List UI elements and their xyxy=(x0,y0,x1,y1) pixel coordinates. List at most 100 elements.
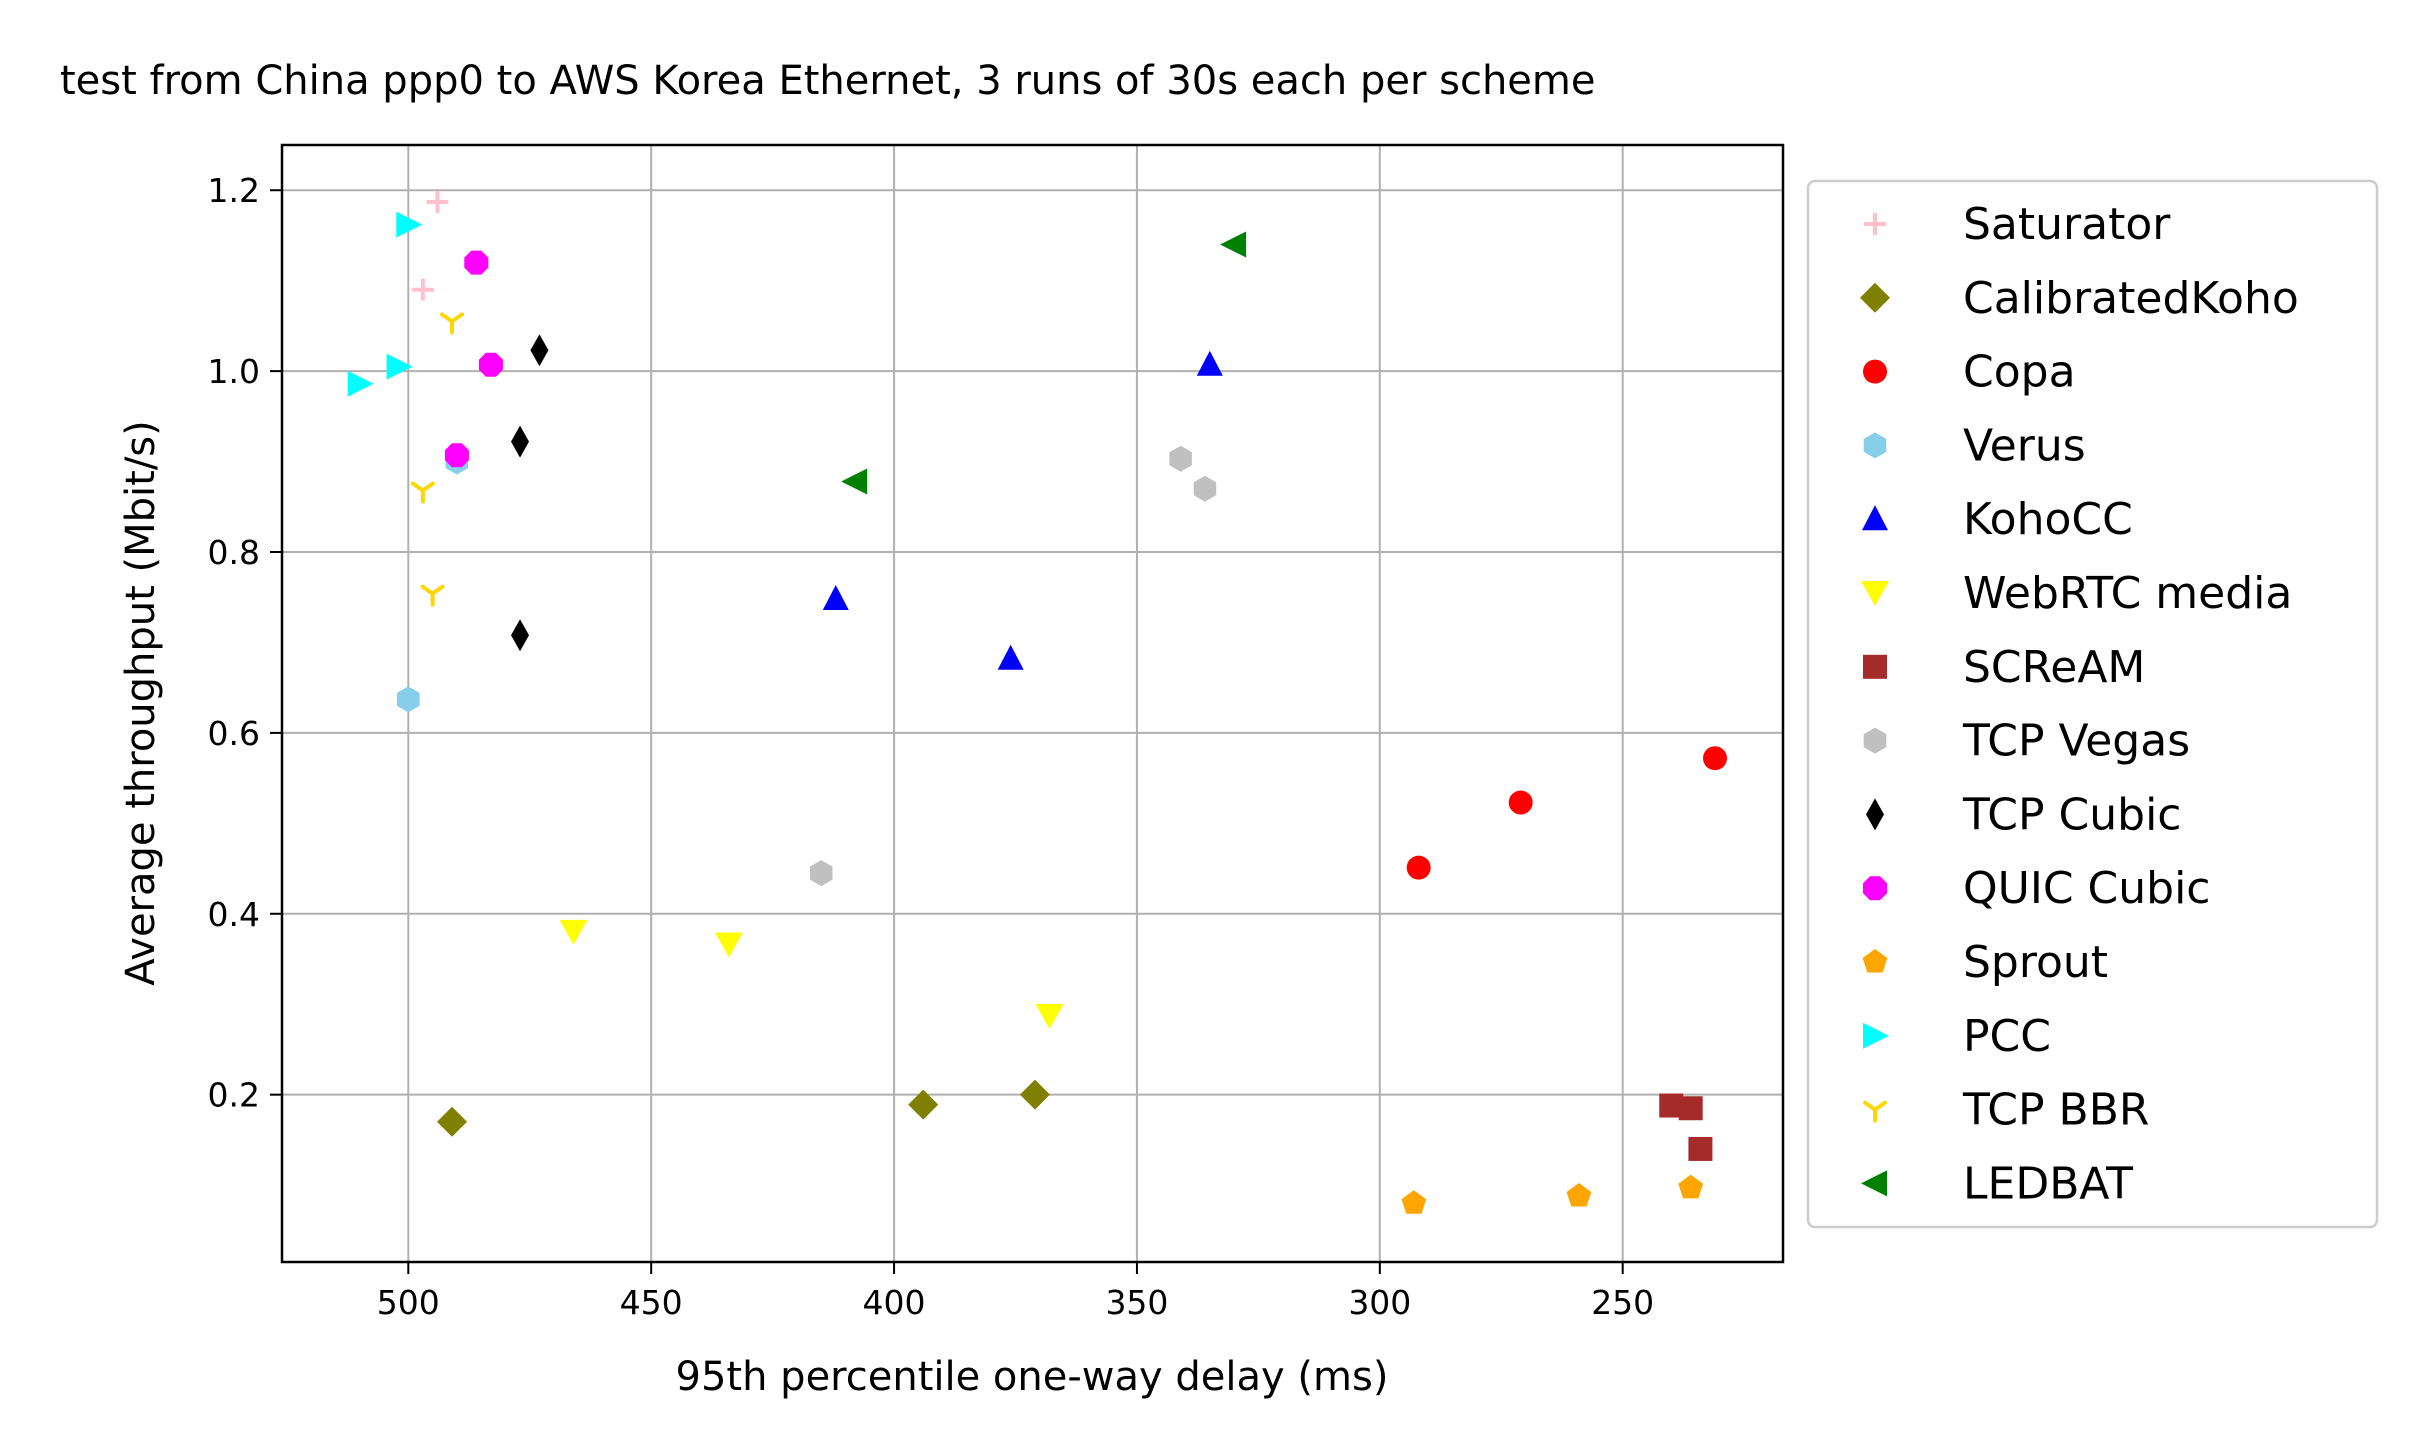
data-points xyxy=(347,190,1727,1214)
data-point xyxy=(1566,1183,1592,1207)
legend-label: Sprout xyxy=(1963,937,2108,988)
series-pcc xyxy=(347,211,423,397)
data-point xyxy=(1019,1079,1050,1110)
legend-marker xyxy=(1861,581,1889,606)
data-point xyxy=(822,585,849,611)
legend-entry: QUIC Cubic xyxy=(1863,863,2210,914)
legend-marker xyxy=(1866,798,1884,831)
data-point xyxy=(464,250,489,275)
legend-marker xyxy=(1861,1170,1887,1197)
y-tick-label: 0.2 xyxy=(208,1076,260,1115)
legend-marker xyxy=(1863,359,1887,384)
legend-marker xyxy=(1862,505,1888,531)
series-quic-cubic xyxy=(444,250,503,468)
data-point xyxy=(1702,746,1727,771)
x-tick-label: 350 xyxy=(1105,1283,1168,1322)
series-webrtc-media xyxy=(559,919,1064,1029)
legend-entry: Verus xyxy=(1863,420,2086,471)
data-point xyxy=(1220,231,1247,258)
legend-entry: WebRTC media xyxy=(1861,568,2292,619)
legend-entry: PCC xyxy=(1863,1011,2051,1062)
data-point xyxy=(347,370,374,397)
x-axis-ticks: 500 450 400 350 300 250 xyxy=(377,1262,1654,1322)
series-ledbat xyxy=(841,231,1247,495)
legend-entry: TCP BBR xyxy=(1863,1085,2149,1136)
legend-marker xyxy=(1863,432,1887,459)
y-axis-ticks: 0.2 0.4 0.6 0.8 1.0 1.2 xyxy=(208,171,282,1115)
legend-label: TCP Vegas xyxy=(1962,716,2190,767)
legend-entry: Copa xyxy=(1863,347,2076,398)
data-point xyxy=(397,686,420,713)
x-tick-label: 400 xyxy=(863,1283,926,1322)
y-tick-label: 0.8 xyxy=(208,533,260,572)
legend-label: KohoCC xyxy=(1963,494,2133,545)
series-calibratedkoho xyxy=(437,1079,1050,1137)
y-tick-label: 1.0 xyxy=(208,352,260,391)
legend-marker xyxy=(1863,727,1887,754)
legend-label: WebRTC media xyxy=(1963,568,2292,619)
data-point xyxy=(1678,1174,1704,1199)
data-point xyxy=(997,644,1024,670)
legend: Saturator CalibratedKoho Copa Verus KohoCC We… xyxy=(1806,179,2379,1229)
legend-marker xyxy=(1864,213,1886,235)
plot-frame xyxy=(280,143,1785,1264)
data-point xyxy=(396,211,423,238)
series-kohocc xyxy=(822,350,1223,670)
data-point xyxy=(1406,855,1431,880)
legend-entry: SCReAM xyxy=(1863,642,2145,693)
series-sprout xyxy=(1401,1174,1704,1214)
grid xyxy=(282,145,1783,1262)
data-point xyxy=(809,860,833,887)
legend-label: TCP BBR xyxy=(1962,1085,2149,1136)
legend-label: Saturator xyxy=(1963,199,2171,250)
legend-label: Copa xyxy=(1963,347,2076,398)
x-tick-label: 500 xyxy=(377,1283,440,1322)
series-tcp-bbr xyxy=(410,312,465,607)
x-axis-label: 95th percentile one-way delay (ms) xyxy=(676,1354,1389,1400)
legend-entry: CalibratedKoho xyxy=(1860,273,2299,324)
legend-label: Verus xyxy=(1963,420,2086,471)
y-tick-label: 0.4 xyxy=(208,895,260,934)
data-point xyxy=(1678,1096,1703,1121)
data-point xyxy=(420,584,445,607)
data-point xyxy=(559,919,588,945)
legend-box xyxy=(1806,179,2379,1229)
legend-label: PCC xyxy=(1963,1011,2051,1062)
legend-marker xyxy=(1863,1022,1889,1049)
series-tcp-vegas xyxy=(809,445,1217,887)
y-tick-label: 1.2 xyxy=(208,171,260,210)
data-point xyxy=(1508,790,1533,815)
series-tcp-cubic xyxy=(511,334,549,652)
x-tick-label: 300 xyxy=(1348,1283,1411,1322)
data-point xyxy=(478,352,503,377)
data-point xyxy=(1196,350,1223,376)
x-tick-label: 250 xyxy=(1591,1283,1654,1322)
data-point xyxy=(444,443,469,468)
chart-title: test from China ppp0 to AWS Korea Ethern… xyxy=(60,58,1596,104)
legend-label: CalibratedKoho xyxy=(1963,273,2299,324)
data-point xyxy=(511,425,530,458)
data-point xyxy=(1193,475,1217,502)
legend-entry: Sprout xyxy=(1862,937,2108,988)
data-point xyxy=(411,278,434,301)
data-point xyxy=(1169,445,1192,472)
data-point xyxy=(1688,1136,1713,1161)
y-tick-label: 0.6 xyxy=(208,714,260,753)
data-point xyxy=(410,481,435,504)
legend-marker xyxy=(1863,1100,1887,1123)
legend-entry: TCP Cubic xyxy=(1866,789,2182,840)
data-point xyxy=(437,1106,468,1137)
data-point xyxy=(511,619,530,652)
data-point xyxy=(1401,1190,1427,1214)
legend-marker xyxy=(1863,876,1887,901)
legend-entry: KohoCC xyxy=(1862,494,2133,545)
data-point xyxy=(440,312,465,335)
legend-label: QUIC Cubic xyxy=(1963,863,2210,914)
data-point xyxy=(908,1089,939,1120)
data-point xyxy=(530,334,549,367)
legend-entry: TCP Vegas xyxy=(1863,716,2190,767)
legend-entry: Saturator xyxy=(1864,199,2171,250)
data-point xyxy=(841,468,868,495)
legend-marker xyxy=(1862,949,1888,973)
